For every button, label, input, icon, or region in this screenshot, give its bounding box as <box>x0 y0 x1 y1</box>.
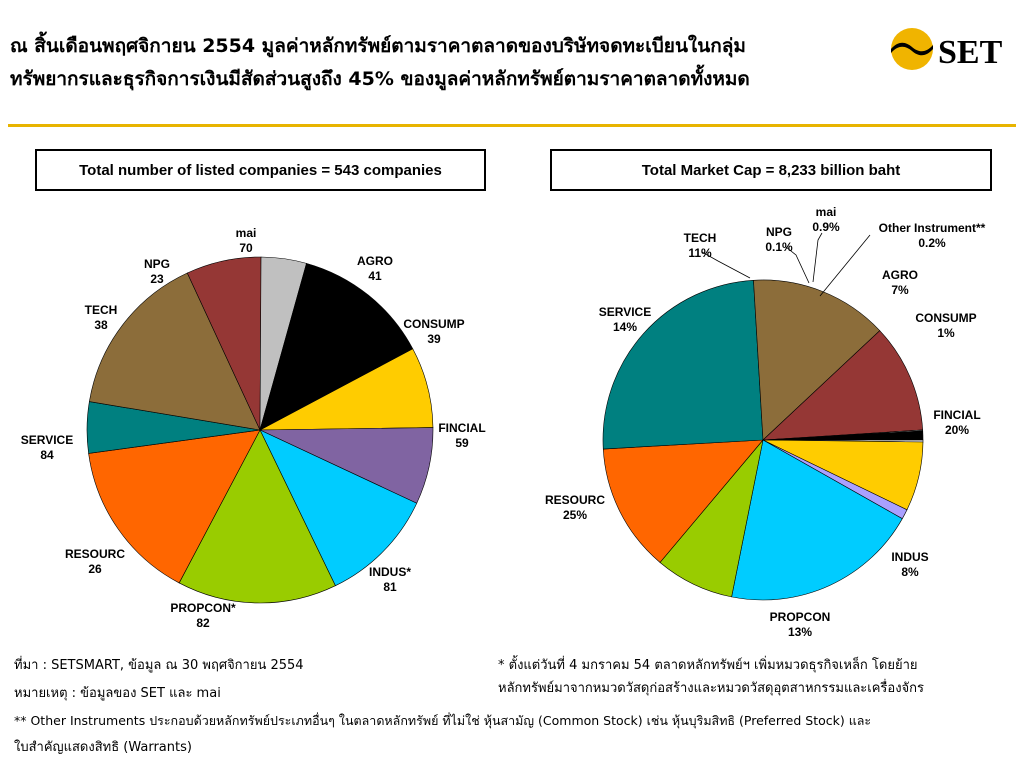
slice-label-name: mai <box>816 205 837 219</box>
leader-line <box>812 232 823 283</box>
pie-slice-resourc <box>602 279 764 450</box>
slice-label-value: 20% <box>945 423 969 437</box>
set-logo-text: SET <box>938 34 1003 71</box>
slice-label: CONSUMP 1% <box>915 311 976 340</box>
leader-line <box>785 246 810 284</box>
slice-label-name: NPG <box>144 257 170 271</box>
slice-label-value: 8% <box>901 565 919 579</box>
slice-label: NPG 0.1% <box>765 225 793 254</box>
slice-label-name: AGRO <box>882 268 918 282</box>
slice-label-value: 0.2% <box>918 236 946 250</box>
headline-line-2: ทรัพยากรและธุรกิจการเงินมีสัดส่วนสูงถึง … <box>10 68 750 90</box>
footnote-remark: หมายเหตุ : ข้อมูลของ SET และ mai <box>14 686 221 701</box>
slice-label: PROPCON* 82 <box>170 601 236 630</box>
slice-label: TECH 38 <box>85 303 118 332</box>
slice-label-value: 26 <box>88 562 102 576</box>
slice-label-value: 81 <box>383 580 397 594</box>
slice-label-name: SERVICE <box>21 433 73 447</box>
slice-label-value: 25% <box>563 508 587 522</box>
slice-label-value: 0.1% <box>765 240 793 254</box>
pie-slice-fincial <box>259 429 418 587</box>
slice-label-name: FINCIAL <box>933 408 980 422</box>
pie-slice-mai <box>259 263 414 431</box>
pie-slice-tech <box>762 330 924 441</box>
pie-slice-propcon <box>88 429 261 584</box>
slice-label-name: SERVICE <box>599 305 651 319</box>
pie-slice-service <box>753 279 881 441</box>
slice-label-name: PROPCON* <box>170 601 236 615</box>
slice-label: SERVICE 14% <box>599 305 651 334</box>
slice-label-name: RESOURC <box>65 547 125 561</box>
slice-label: mai 70 <box>236 226 257 255</box>
slice-label-name: FINCIAL <box>438 421 485 435</box>
slice-label: RESOURC 25% <box>545 493 605 522</box>
slice-label-name: TECH <box>85 303 118 317</box>
slice-label: AGRO 7% <box>882 268 918 297</box>
slice-label: INDUS* 81 <box>369 565 411 594</box>
slice-label-name: TECH <box>684 231 717 245</box>
slice-label: CONSUMP 39 <box>403 317 464 346</box>
set-logo-wave-icon <box>891 42 933 56</box>
slice-label: TECH 11% <box>684 231 717 260</box>
slice-label-value: 11% <box>688 246 712 260</box>
slice-label-value: 13% <box>788 625 812 639</box>
slice-label-value: 59 <box>455 436 469 450</box>
slice-label-value: 38 <box>94 318 108 332</box>
headline: ณ สิ้นเดือนพฤศจิกายน 2554 มูลค่าหลักทรัพ… <box>10 30 890 96</box>
slice-label-name: INDUS* <box>369 565 411 579</box>
pie-slice-propcon <box>602 439 764 563</box>
slice-label-value: 39 <box>427 332 441 346</box>
pie-slice-service <box>89 272 261 431</box>
slice-label: RESOURC 26 <box>65 547 125 576</box>
footnote-indus-1: * ตั้งแต่วันที่ 4 มกราคม 54 ตลาดหลักทรัพ… <box>498 658 918 673</box>
slice-label-value: 0.9% <box>812 220 840 234</box>
slice-label: Other Instrument** 0.2% <box>879 221 986 250</box>
footnote-other-1: ** Other Instruments ประกอบด้วยหลักทรัพย… <box>14 713 872 728</box>
slice-label-name: mai <box>236 226 257 240</box>
pie-slice-indus <box>178 429 336 604</box>
footnote-other-2: ใบสำคัญแสดงสิทธิ (Warrants) <box>14 740 192 755</box>
slice-label: FINCIAL 20% <box>933 408 980 437</box>
slice-label-value: 7% <box>891 283 909 297</box>
slice-label: mai 0.9% <box>812 205 840 234</box>
slice-label: INDUS 8% <box>891 550 928 579</box>
headline-line-1: ณ สิ้นเดือนพฤศจิกายน 2554 มูลค่าหลักทรัพ… <box>10 35 746 57</box>
slice-label-name: Other Instrument** <box>879 221 986 235</box>
set-logo: SET <box>891 28 1003 71</box>
slice-label: NPG 23 <box>144 257 170 286</box>
slice-label: AGRO 41 <box>357 254 393 283</box>
chart-title-market-cap: Total Market Cap = 8,233 billion baht <box>550 149 992 191</box>
slice-label-value: 84 <box>40 448 54 462</box>
accent-rule <box>8 124 1016 127</box>
slice-label-name: NPG <box>766 225 792 239</box>
slice-label-name: INDUS <box>891 550 928 564</box>
slice-label-value: 41 <box>368 269 382 283</box>
slice-label: FINCIAL 59 <box>438 421 485 450</box>
pie-market-cap: Other Instrument** 0.2% AGRO 7% CONSUMP 1% FIN… <box>545 205 986 639</box>
leader-line <box>701 251 751 279</box>
pie-slice-fincial <box>731 439 903 601</box>
slice-label-name: CONSUMP <box>915 311 976 325</box>
footnote-indus-2: หลักทรัพย์มาจากหมวดวัสดุก่อสร้างและหมวดว… <box>498 681 925 696</box>
pie-companies: AGRO 41 CONSUMP 39 FINCIAL 59 INDUS* 81 PROPCON*… <box>21 226 486 630</box>
slice-label-value: 23 <box>150 272 164 286</box>
slice-label-name: AGRO <box>357 254 393 268</box>
slice-label-value: 70 <box>239 241 253 255</box>
leader-line <box>819 234 871 297</box>
slice-label-name: CONSUMP <box>403 317 464 331</box>
slice-label-name: RESOURC <box>545 493 605 507</box>
slice-label: PROPCON 13% <box>770 610 831 639</box>
slice-label-value: 82 <box>196 616 210 630</box>
slice-label-value: 14% <box>613 320 637 334</box>
slice-label-name: PROPCON <box>770 610 831 624</box>
chart-title-companies: Total number of listed companies = 543 c… <box>35 149 486 191</box>
footnote-source: ที่มา : SETSMART, ข้อมูล ณ 30 พฤศจิกายน … <box>14 658 304 673</box>
pie-slice-mai <box>762 430 924 441</box>
slice-label-value: 1% <box>937 326 955 340</box>
slice-label: SERVICE 84 <box>21 433 73 462</box>
